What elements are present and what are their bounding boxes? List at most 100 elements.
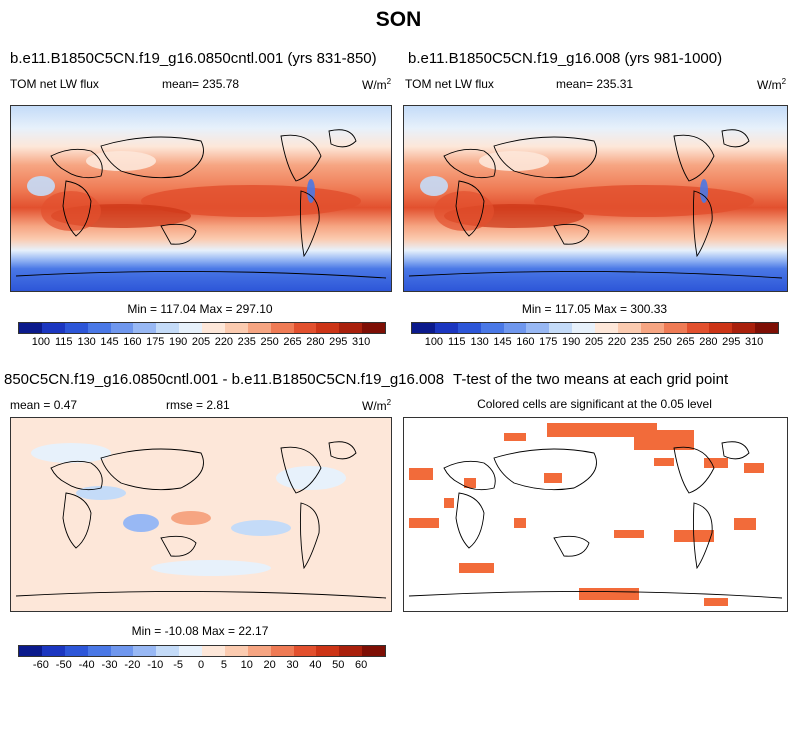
panel2-title: b.e11.B1850C5CN.f19_g16.008 (yrs 981-100… (408, 50, 723, 67)
colorbar-tick-label: 280 (699, 336, 718, 348)
panel2-variable-label: TOM net LW flux (405, 77, 494, 91)
colorbar-swatch (434, 323, 458, 333)
colorbar-tick-label: -60 (32, 659, 49, 671)
colorbar-swatch (617, 323, 641, 333)
colorbar-tick-label: 235 (237, 336, 256, 348)
colorbar-swatch (64, 646, 88, 656)
colorbar-tick-label: 20 (263, 659, 276, 671)
colorbar-tick-label: 145 (493, 336, 512, 348)
colorbar-swatch (549, 323, 573, 333)
colorbar-swatch (41, 323, 65, 333)
colorbar-swatch (179, 646, 202, 656)
colorbar-tick-label: 40 (309, 659, 322, 671)
colorbar-swatch (755, 323, 778, 333)
colorbar-tick-label: 145 (100, 336, 119, 348)
panel2-mean-label: mean= 235.31 (556, 77, 634, 91)
colorbar-swatch (41, 646, 65, 656)
colorbar-swatch (87, 323, 111, 333)
colorbar-tick-label: 295 (329, 336, 348, 348)
colorbar-swatch (316, 646, 340, 656)
panel1-units: W/m2 (362, 77, 392, 92)
colorbar-tick-label: 250 (653, 336, 672, 348)
colorbar-swatch (110, 646, 134, 656)
colorbar-tick-label: 50 (332, 659, 345, 671)
colorbar-tick-label: 190 (168, 336, 188, 348)
colorbar-swatch (526, 323, 550, 333)
colorbar-tick-label: 235 (630, 336, 649, 348)
colorbar-swatch (480, 323, 504, 333)
colorbar-swatch (156, 646, 180, 656)
colorbar-swatch (293, 323, 317, 333)
colorbar-swatch (412, 323, 435, 333)
colorbar-swatch (202, 646, 225, 656)
colorbar-swatch (270, 646, 294, 656)
figure-title: SON (375, 8, 422, 31)
panel1-title: b.e11.B1850C5CN.f19_g16.0850cntl.001 (yr… (10, 50, 377, 67)
colorbar-tick-label: -50 (55, 659, 72, 671)
colorbar-tick-label: 115 (447, 336, 466, 348)
colorbar-swatch (64, 323, 88, 333)
colorbar-swatch (87, 646, 111, 656)
colorbar-swatch (732, 323, 756, 333)
colorbar-tick-label: 250 (260, 336, 279, 348)
colorbar-swatch (457, 323, 481, 333)
colorbar-tick-label: 100 (31, 336, 51, 348)
colorbar-tick-label: 265 (676, 336, 695, 348)
panel3-units: W/m2 (362, 398, 392, 413)
panel3-colorbar-labels: -60 -50 -40 -30 -20 -10 -5 0 5 10 20 30 … (18, 659, 384, 673)
panel3-colorbar (18, 645, 386, 657)
colorbar-swatch (179, 323, 202, 333)
colorbar-tick-label: -20 (124, 659, 141, 671)
panel1-colorbar-labels: 100 115 130 145 160 175 190 205 220 235 … (18, 336, 384, 350)
colorbar-tick-label: 295 (722, 336, 741, 348)
colorbar-swatch (362, 646, 385, 656)
colorbar-swatch (595, 323, 618, 333)
colorbar-tick-label: 130 (470, 336, 489, 348)
colorbar-swatch (133, 323, 157, 333)
colorbar-swatch (503, 323, 527, 333)
colorbar-tick-label: 30 (286, 659, 299, 671)
colorbar-tick-label: 175 (146, 336, 165, 348)
colorbar-swatch (19, 646, 42, 656)
panel4-title: T-test of the two means at each grid poi… (453, 371, 729, 388)
colorbar-swatch (110, 323, 134, 333)
panel4-subtitle: Colored cells are significant at the 0.0… (477, 397, 712, 411)
colorbar-tick-label: 160 (516, 336, 535, 348)
colorbar-tick-label: -40 (78, 659, 95, 671)
colorbar-swatch (339, 323, 363, 333)
colorbar-tick-label: 310 (351, 336, 371, 348)
colorbar-tick-label: 265 (283, 336, 302, 348)
colorbar-swatch (293, 646, 317, 656)
panel2-minmax: Min = 117.05 Max = 300.33 (521, 302, 668, 316)
colorbar-swatch (270, 323, 294, 333)
colorbar-tick-label: 280 (306, 336, 325, 348)
panel1-mean-label: mean= 235.78 (162, 77, 240, 91)
panel3-mean-label: mean = 0.47 (10, 398, 78, 412)
colorbar-swatch (247, 646, 271, 656)
panel3-map (10, 417, 392, 612)
panel4-map (403, 417, 788, 612)
colorbar-tick-label: 60 (355, 659, 368, 671)
colorbar-swatch (224, 323, 248, 333)
colorbar-swatch (663, 323, 687, 333)
colorbar-swatch (640, 323, 664, 333)
colorbar-tick-label: 205 (191, 336, 211, 348)
colorbar-swatch (133, 646, 157, 656)
colorbar-tick-label: -5 (173, 659, 184, 671)
panel3-minmax: Min = -10.08 Max = 22.17 (131, 624, 269, 638)
colorbar-swatch (224, 646, 248, 656)
panel2-units: W/m2 (757, 77, 787, 92)
colorbar-swatch (709, 323, 733, 333)
colorbar-swatch (572, 323, 595, 333)
panel1-variable-label: TOM net LW flux (10, 77, 99, 91)
panel1-map (10, 105, 392, 292)
colorbar-tick-label: 175 (539, 336, 558, 348)
colorbar-swatch (156, 323, 180, 333)
colorbar-tick-label: 115 (54, 336, 73, 348)
panel1-colorbar (18, 322, 386, 334)
colorbar-tick-label: 160 (123, 336, 142, 348)
colorbar-tick-label: -10 (147, 659, 164, 671)
colorbar-tick-label: 190 (561, 336, 581, 348)
colorbar-tick-label: 220 (214, 336, 234, 348)
colorbar-swatch (247, 323, 271, 333)
